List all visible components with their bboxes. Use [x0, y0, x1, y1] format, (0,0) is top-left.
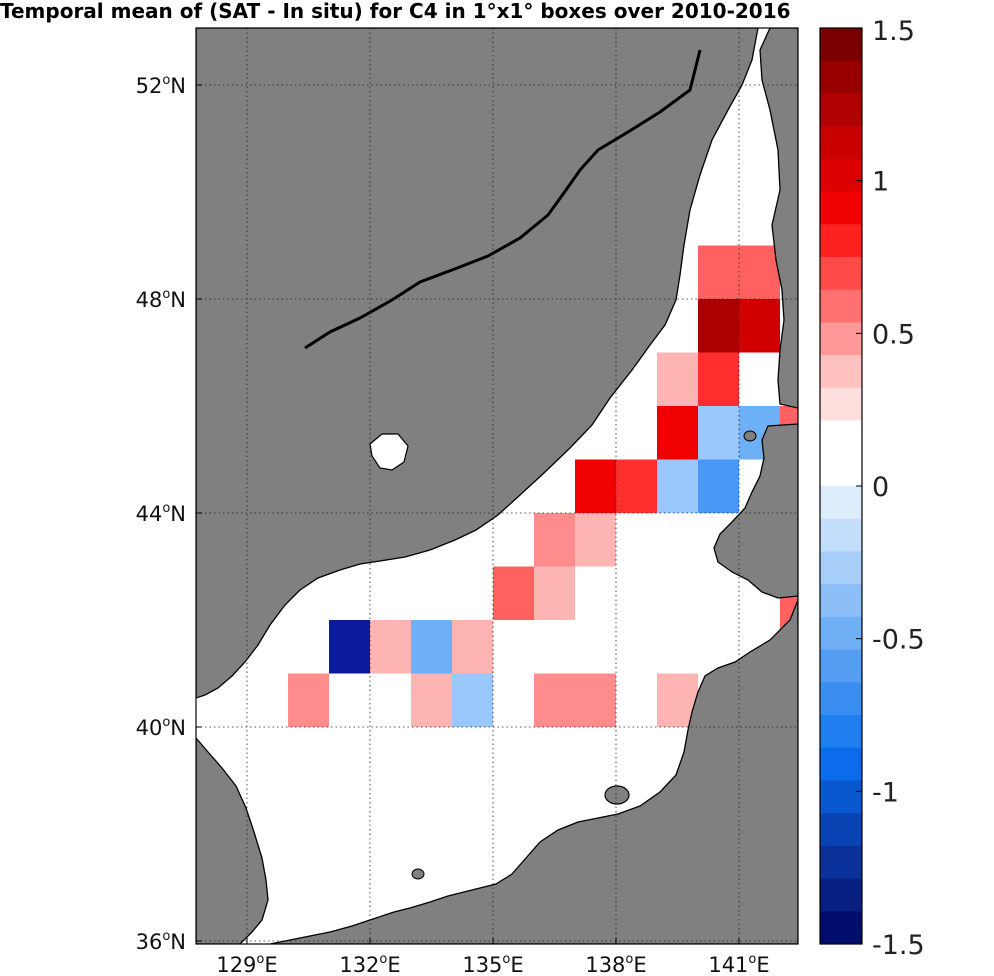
colorbar-swatch — [820, 878, 862, 912]
colorbar-swatch — [820, 616, 862, 651]
land-korea — [196, 737, 269, 944]
heatmap-cell — [616, 673, 657, 727]
lon-label: 138oE — [585, 952, 646, 976]
land-asia-mainland — [196, 28, 759, 699]
heatmap-cell — [698, 352, 739, 406]
colorbar-swatch — [820, 649, 862, 683]
heatmap-cell — [657, 459, 698, 513]
heatmap-cell — [452, 673, 493, 727]
colorbar-swatch — [820, 158, 862, 193]
heatmap-cell — [534, 673, 575, 727]
heatmap-cell — [329, 620, 370, 674]
colorbar-swatch — [820, 289, 862, 323]
colorbar-labels: 1.5 1 0.5 0 -0.5 -1 -1.5 — [856, 16, 925, 961]
map-frame — [195, 27, 799, 945]
colorbar-label: 1.5 — [872, 16, 915, 47]
colorbar-swatch — [820, 845, 862, 880]
heatmap-cell — [534, 566, 575, 620]
land-honshu — [269, 599, 798, 944]
lat-label: 40oN — [136, 715, 186, 740]
oki-islands — [411, 868, 425, 880]
heatmap-cell — [370, 620, 411, 674]
colorbar — [820, 28, 862, 945]
heatmap-cell — [657, 352, 698, 406]
colorbar-swatch — [820, 682, 862, 716]
colorbar-swatch — [820, 780, 862, 814]
heatmap-cell — [493, 673, 534, 727]
heatmap-cell — [370, 673, 411, 727]
colorbar-swatch — [820, 813, 862, 847]
heatmap-cell — [329, 673, 370, 727]
colorbar-label: -1 — [872, 777, 899, 808]
heatmap-cell — [452, 620, 493, 674]
colorbar-label: -1.5 — [872, 930, 925, 961]
lat-label: 44oN — [136, 501, 186, 526]
colorbar-swatch — [820, 257, 862, 291]
colorbar-swatch — [820, 584, 862, 618]
heatmap-cell — [288, 673, 329, 727]
heatmap-cell — [739, 245, 780, 299]
map-title: Temporal mean of (SAT - In situ) for C4 … — [0, 0, 791, 23]
heatmap-cell — [411, 673, 452, 727]
colorbar-label: 0 — [872, 472, 889, 503]
rishiri-island — [743, 430, 757, 442]
lake-khanka — [369, 433, 409, 471]
heatmap-cells — [288, 245, 798, 727]
lat-label: 36oN — [136, 929, 186, 954]
sado-island — [604, 785, 630, 805]
colorbar-swatch — [820, 355, 862, 389]
lon-label: 141oE — [708, 952, 769, 976]
colorbar-swatch — [820, 486, 862, 520]
land-sakhalin — [759, 28, 798, 409]
heatmap-cell — [411, 620, 452, 674]
colorbar-swatch — [820, 420, 862, 454]
heatmap-cell — [575, 513, 616, 567]
graticule — [196, 28, 798, 944]
latitude-labels: 52oN 48oN 44oN 40oN 36oN — [136, 73, 202, 954]
lon-label: 135oE — [462, 952, 523, 976]
land-hokkaido — [713, 423, 798, 599]
colorbar-swatch — [820, 322, 862, 356]
colorbar-swatch — [820, 126, 862, 160]
heatmap-cell — [739, 299, 780, 353]
colorbar-label: 0.5 — [872, 319, 915, 350]
colorbar-swatch — [820, 747, 862, 781]
colorbar-swatch — [820, 715, 862, 749]
colorbar-label: 1 — [872, 167, 889, 198]
colorbar-swatch — [820, 60, 862, 94]
colorbar-label: -0.5 — [872, 625, 925, 656]
colorbar-swatch — [820, 191, 862, 225]
longitude-labels: 129oE 132oE 135oE 138oE 141oE — [216, 938, 770, 976]
lon-label: 129oE — [216, 952, 277, 976]
lat-label: 48oN — [136, 287, 186, 312]
colorbar-swatch — [820, 387, 862, 422]
heatmap-cell — [698, 406, 739, 460]
heatmap-cell — [698, 459, 739, 513]
lon-label: 132oE — [339, 952, 400, 976]
heatmap-cell — [534, 513, 575, 567]
heatmap-cell — [493, 566, 534, 620]
heatmap-cell — [575, 459, 616, 513]
colorbar-swatch — [820, 911, 862, 945]
colorbar-swatch — [820, 551, 862, 585]
heatmap-cell — [616, 459, 657, 513]
heatmap-cell — [698, 299, 739, 353]
amur-river — [304, 49, 702, 350]
heatmap-cell — [657, 406, 698, 460]
colorbar-swatch — [820, 518, 862, 552]
heatmap-cell — [575, 673, 616, 727]
lat-label: 52oN — [136, 73, 186, 98]
map-area — [196, 28, 798, 944]
colorbar-swatch — [820, 93, 862, 127]
colorbar-swatch — [820, 453, 862, 487]
colorbar-swatch — [820, 28, 862, 62]
heatmap-cell — [698, 245, 739, 299]
colorbar-swatch — [820, 224, 862, 258]
